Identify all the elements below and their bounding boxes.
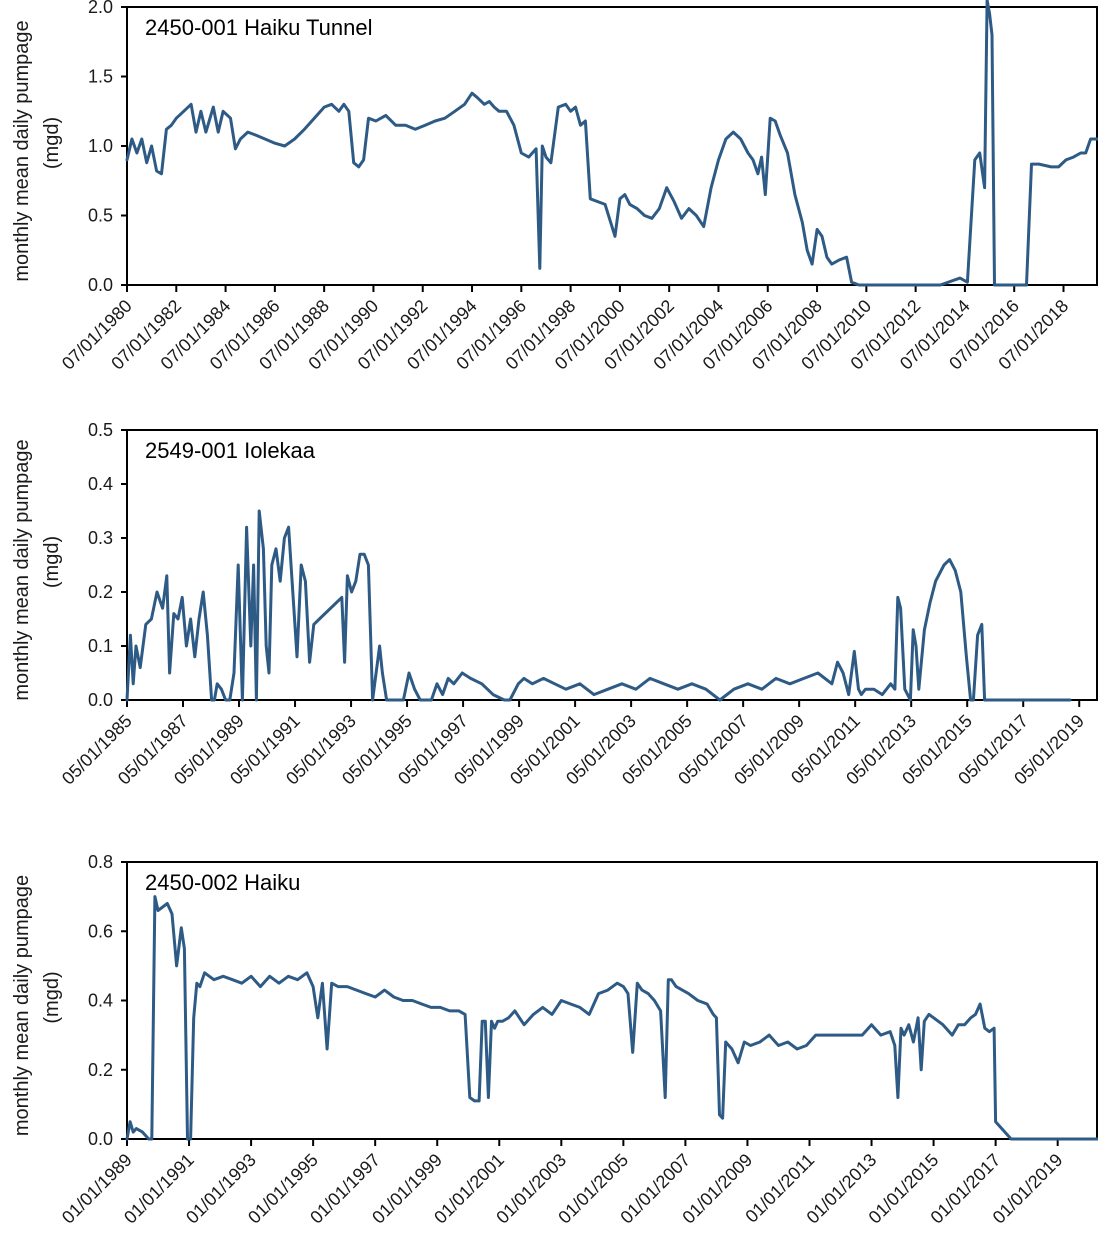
y-axis-label: monthly mean daily pumpage bbox=[11, 439, 33, 700]
chart-title: 2450-001 Haiku Tunnel bbox=[145, 15, 373, 40]
y-axis-unit: (mgd) bbox=[41, 117, 63, 169]
y-tick-label: 1.5 bbox=[88, 67, 113, 87]
y-axis-unit: (mgd) bbox=[41, 536, 63, 588]
plot-frame bbox=[126, 861, 1098, 1140]
y-axis-label: monthly mean daily pumpage bbox=[11, 20, 33, 281]
series-line bbox=[125, 509, 1072, 702]
y-tick-label: 0.1 bbox=[88, 636, 113, 656]
y-tick-label: 0.6 bbox=[88, 921, 113, 941]
series-line bbox=[125, 895, 1098, 1141]
y-axis-unit: (mgd) bbox=[41, 971, 63, 1023]
plot-frame bbox=[126, 6, 1098, 286]
y-tick-label: 0.2 bbox=[88, 1060, 113, 1080]
chart-title: 2549-001 Iolekaa bbox=[145, 438, 316, 463]
y-tick-label: 0.0 bbox=[88, 690, 113, 710]
y-tick-label: 2.0 bbox=[88, 0, 113, 17]
y-tick-label: 0.3 bbox=[88, 528, 113, 548]
y-tick-label: 0.0 bbox=[88, 275, 113, 295]
y-tick-label: 0.2 bbox=[88, 582, 113, 602]
y-tick-label: 0.4 bbox=[88, 991, 113, 1011]
y-axis-label: monthly mean daily pumpage bbox=[11, 875, 33, 1136]
y-tick-label: 0.4 bbox=[88, 474, 113, 494]
chart-panel-2: 0.00.10.20.30.40.505/01/198505/01/198705… bbox=[11, 420, 1098, 789]
chart-panel-1: 0.00.51.01.52.007/01/198007/01/198207/01… bbox=[11, 0, 1098, 374]
y-tick-label: 0.0 bbox=[88, 1129, 113, 1149]
y-tick-label: 1.0 bbox=[88, 136, 113, 156]
series-line bbox=[125, 0, 1098, 287]
y-tick-label: 0.5 bbox=[88, 420, 113, 440]
plot-frame bbox=[126, 429, 1098, 701]
y-tick-label: 0.5 bbox=[88, 206, 113, 226]
chart-title: 2450-002 Haiku bbox=[145, 870, 300, 895]
chart-panel-3: 0.00.20.40.60.801/01/198901/01/199101/01… bbox=[11, 852, 1098, 1228]
y-tick-label: 0.8 bbox=[88, 852, 113, 872]
